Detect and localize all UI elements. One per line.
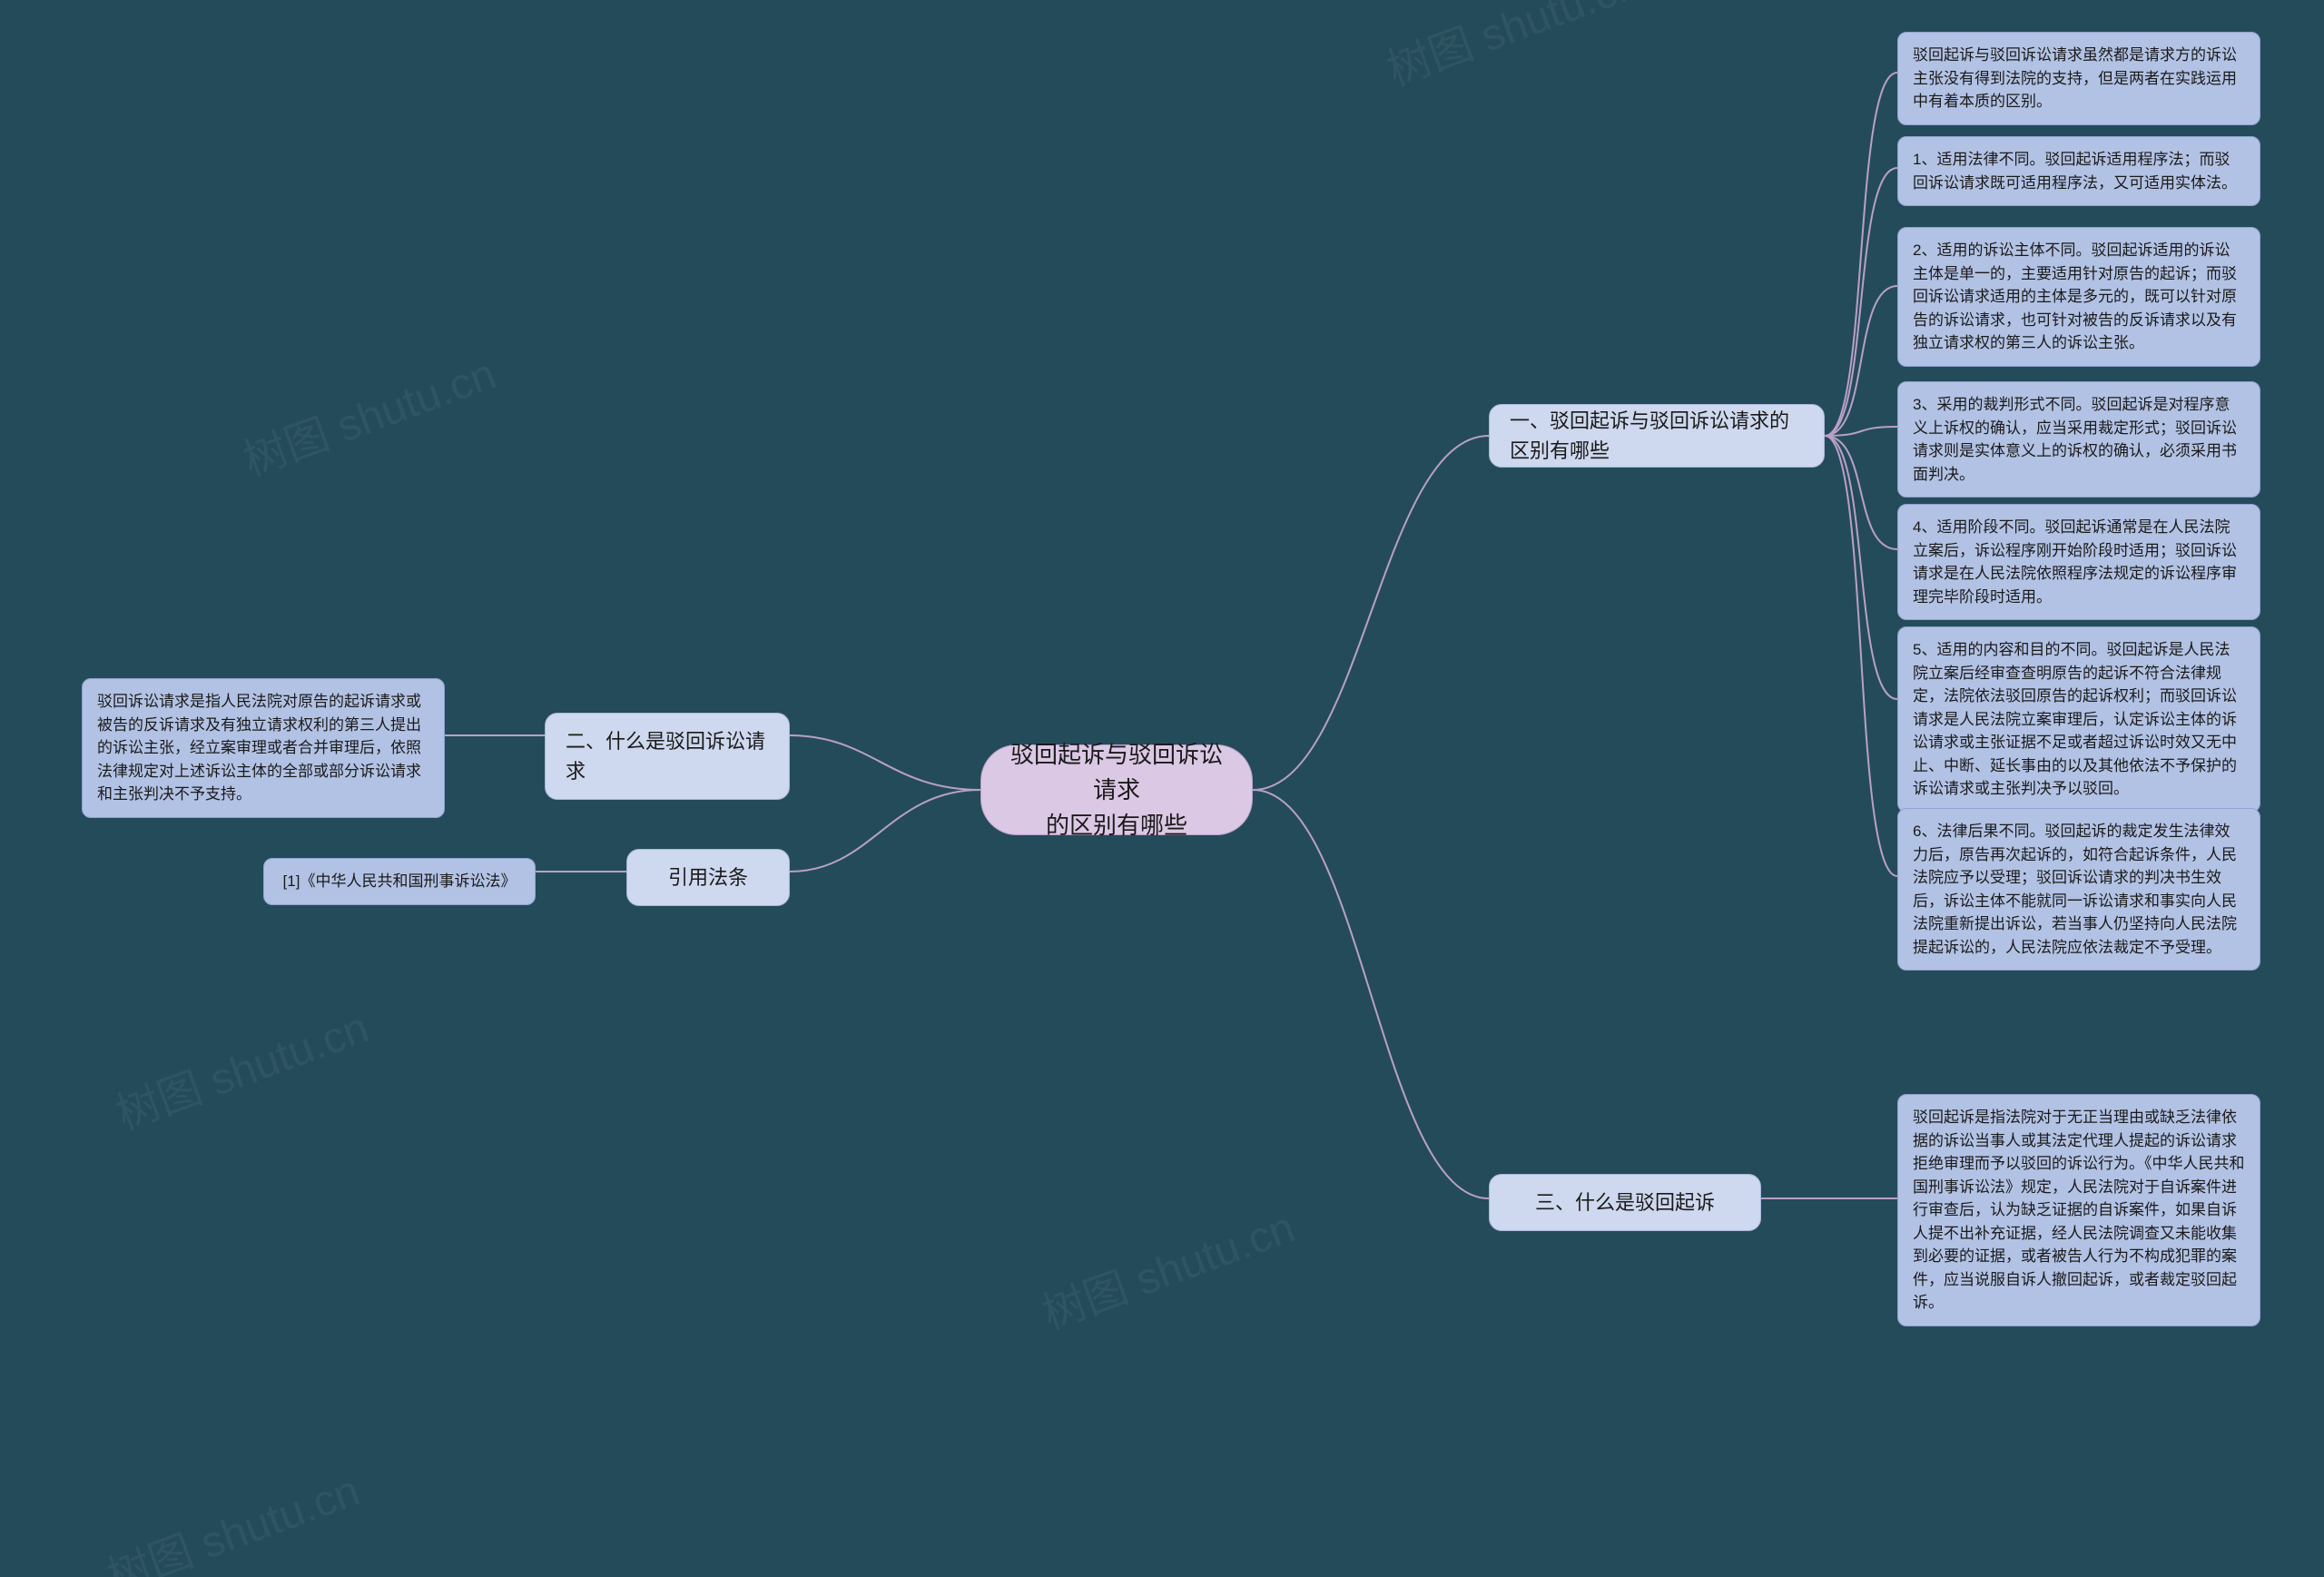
branch-1-label: 一、驳回起诉与驳回诉讼请求的区别有哪些 [1510,406,1804,466]
leaf-text: 6、法律后果不同。驳回起诉的裁定发生法律效力后，原告再次起诉的，如符合起诉条件，… [1913,820,2245,959]
leaf-diff-1: 1、适用法律不同。驳回起诉适用程序法；而驳回诉讼请求既可适用程序法，又可适用实体… [1897,136,2260,206]
branch-2-label: 二、什么是驳回诉讼请求 [566,726,769,786]
leaf-cited-law-item: [1]《中华人民共和国刑事诉讼法》 [263,858,536,905]
leaf-text: 2、适用的诉讼主体不同。驳回起诉适用的诉讼主体是单一的，主要适用针对原告的起诉；… [1913,239,2245,355]
leaf-text: 驳回诉讼请求是指人民法院对原告的起诉请求或被告的反诉请求及有独立请求权利的第三人… [97,690,429,806]
watermark: 树图 shutu.cn [233,338,503,488]
root-title-line1: 驳回起诉与驳回诉讼请求 [1009,737,1225,808]
root-title-line2: 的区别有哪些 [1009,808,1225,843]
leaf-reject-claim-def: 驳回诉讼请求是指人民法院对原告的起诉请求或被告的反诉请求及有独立请求权利的第三人… [82,678,445,818]
root-node: 驳回起诉与驳回诉讼请求 的区别有哪些 [980,744,1253,835]
leaf-text: 5、适用的内容和目的不同。驳回起诉是人民法院立案后经审查查明原告的起诉不符合法律… [1913,638,2245,801]
leaf-text: 驳回起诉与驳回诉讼请求虽然都是请求方的诉讼主张没有得到法院的支持，但是两者在实践… [1913,44,2245,113]
leaf-text: 1、适用法律不同。驳回起诉适用程序法；而驳回诉讼请求既可适用程序法，又可适用实体… [1913,148,2245,194]
watermark: 树图 shutu.cn [106,991,376,1141]
leaf-diff-5: 5、适用的内容和目的不同。驳回起诉是人民法院立案后经审查查明原告的起诉不符合法律… [1897,626,2260,813]
watermark: 树图 shutu.cn [1032,1191,1302,1341]
leaf-reject-suit-def: 驳回起诉是指法院对于无正当理由或缺乏法律依据的诉讼当事人或其法定代理人提起的诉讼… [1897,1094,2260,1326]
branch-what-is-reject-claim: 二、什么是驳回诉讼请求 [545,713,790,800]
leaf-text: 4、适用阶段不同。驳回起诉通常是在人民法院立案后，诉讼程序刚开始阶段时适用；驳回… [1913,516,2245,608]
leaf-diff-2: 2、适用的诉讼主体不同。驳回起诉适用的诉讼主体是单一的，主要适用针对原告的起诉；… [1897,227,2260,367]
branch-cited-law: 引用法条 [626,849,790,906]
leaf-diff-3: 3、采用的裁判形式不同。驳回起诉是对程序意义上诉权的确认，应当采用裁定形式；驳回… [1897,381,2260,498]
leaf-diff-intro: 驳回起诉与驳回诉讼请求虽然都是请求方的诉讼主张没有得到法院的支持，但是两者在实践… [1897,32,2260,125]
watermark: 树图 shutu.cn [97,1454,367,1577]
branch-what-is-reject-suit: 三、什么是驳回起诉 [1489,1174,1761,1231]
branch-differences: 一、驳回起诉与驳回诉讼请求的区别有哪些 [1489,404,1825,468]
watermark: 树图 shutu.cn [1377,0,1647,98]
leaf-diff-4: 4、适用阶段不同。驳回起诉通常是在人民法院立案后，诉讼程序刚开始阶段时适用；驳回… [1897,504,2260,620]
branch-4-label: 引用法条 [668,862,748,892]
leaf-diff-6: 6、法律后果不同。驳回起诉的裁定发生法律效力后，原告再次起诉的，如符合起诉条件，… [1897,808,2260,971]
branch-3-label: 三、什么是驳回起诉 [1535,1188,1715,1217]
leaf-text: [1]《中华人民共和国刑事诉讼法》 [283,870,517,893]
leaf-text: 3、采用的裁判形式不同。驳回起诉是对程序意义上诉权的确认，应当采用裁定形式；驳回… [1913,393,2245,486]
leaf-text: 驳回起诉是指法院对于无正当理由或缺乏法律依据的诉讼当事人或其法定代理人提起的诉讼… [1913,1106,2245,1315]
